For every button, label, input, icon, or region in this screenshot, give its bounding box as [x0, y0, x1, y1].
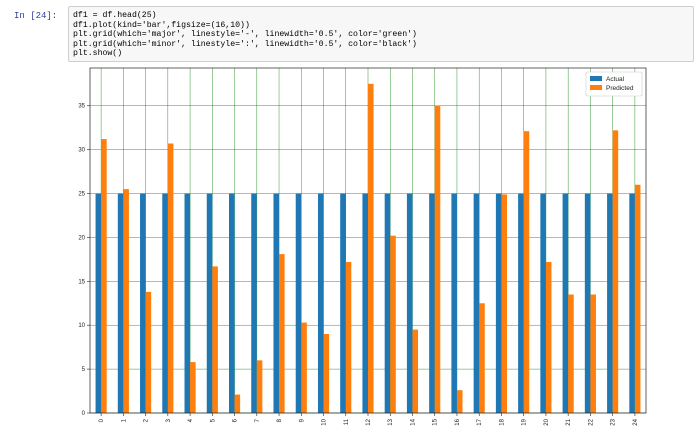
bar-actual-2: [140, 193, 146, 413]
y-tick-label: 20: [78, 235, 85, 241]
bar-predicted-7: [256, 360, 263, 413]
bar-actual-7: [251, 193, 257, 413]
bar-predicted-0: [101, 139, 107, 413]
y-tick-label: 15: [78, 279, 85, 285]
bar-actual-9: [295, 193, 302, 413]
x-tick-label: 5: [210, 418, 216, 422]
y-tick-label: 30: [78, 148, 85, 154]
bar-predicted-23: [612, 130, 619, 413]
bar-predicted-4: [190, 362, 196, 413]
bar-predicted-2: [145, 291, 152, 413]
bar-predicted-1: [123, 189, 129, 413]
bar-actual-11: [340, 193, 346, 413]
bar-actual-8: [273, 193, 280, 413]
y-tick-label: 5: [82, 367, 86, 373]
bar-predicted-16: [456, 390, 463, 413]
bar-actual-0: [95, 193, 102, 413]
x-tick-label: 7: [255, 418, 261, 422]
code-line-1: df1 = df.head(25): [73, 11, 157, 20]
legend-swatch-predicted: [590, 85, 602, 90]
bar-actual-17: [473, 193, 480, 413]
x-tick-label: 1: [121, 418, 127, 422]
x-tick-label: 6: [233, 418, 239, 422]
legend-label-actual: Actual: [606, 76, 625, 83]
bar-actual-19: [518, 193, 524, 413]
input-prompt: In [24]:: [14, 11, 58, 21]
x-tick-label: 12: [366, 418, 372, 425]
bar-actual-18: [495, 193, 502, 413]
bar-actual-6: [229, 193, 235, 413]
x-tick-label: 21: [566, 418, 572, 425]
bar-predicted-20: [545, 262, 552, 413]
x-tick-label: 17: [477, 418, 483, 425]
x-tick-label: 16: [455, 418, 461, 425]
bar-predicted-9: [301, 322, 307, 413]
x-tick-label: 20: [544, 418, 550, 425]
bar-actual-4: [184, 193, 191, 413]
bar-predicted-11: [345, 262, 352, 413]
bar-predicted-15: [434, 105, 441, 413]
x-tick-label: 8: [277, 418, 283, 422]
y-tick-label: 25: [78, 192, 85, 198]
x-tick-label: 10: [322, 418, 328, 425]
x-tick-label: 22: [588, 418, 594, 425]
code-line-2: df1.plot(kind='bar',figsize=(16,10)): [73, 20, 250, 30]
bar-actual-20: [540, 193, 546, 413]
x-tick-label: 3: [166, 418, 172, 422]
y-tick-label: 10: [78, 323, 85, 329]
bar-predicted-14: [412, 329, 419, 413]
bar-actual-1: [117, 193, 124, 413]
code-line-4: plt.grid(which='minor', linestyle=':', l…: [73, 39, 417, 49]
y-tick-label: 35: [78, 104, 85, 110]
bar-predicted-8: [279, 254, 285, 413]
bar-predicted-19: [523, 131, 530, 413]
x-tick-label: 0: [99, 418, 105, 422]
legend-swatch-actual: [590, 76, 602, 81]
bar-predicted-21: [568, 294, 574, 413]
x-tick-label: 24: [633, 418, 639, 425]
bar-predicted-18: [501, 194, 507, 413]
bar-predicted-6: [234, 394, 241, 413]
x-tick-label: 15: [433, 418, 439, 425]
bar-predicted-22: [590, 294, 596, 413]
x-tick-label: 13: [388, 418, 394, 425]
x-tick-label: 19: [522, 418, 528, 425]
bar-actual-24: [629, 193, 635, 413]
code-line-5: plt.show(): [73, 49, 123, 59]
bar-predicted-17: [479, 303, 485, 413]
bar-actual-10: [317, 193, 324, 413]
x-tick-label: 18: [499, 418, 505, 425]
x-tick-label: 4: [188, 418, 194, 422]
x-tick-label: 14: [410, 418, 416, 425]
bar-actual-16: [451, 193, 457, 413]
bar-actual-23: [607, 193, 613, 413]
bar-actual-3: [162, 193, 168, 413]
x-tick-label: 11: [344, 418, 350, 425]
code-line-3: plt.grid(which='major', linestyle='-', l…: [73, 30, 417, 40]
plot-frame: [89, 67, 647, 414]
bar-predicted-13: [390, 235, 396, 413]
bar-predicted-24: [634, 184, 641, 413]
x-tick-label: 23: [611, 418, 617, 425]
code-block: df1 = df.head(25) df1.plot(kind='bar',fi…: [73, 11, 417, 59]
bar-actual-15: [429, 193, 435, 413]
bar-predicted-12: [368, 83, 374, 414]
x-tick-label: 9: [299, 418, 305, 422]
bar-actual-5: [206, 193, 213, 413]
bar-actual-21: [562, 193, 569, 413]
code-input-area[interactable]: df1 = df.head(25) df1.plot(kind='bar',fi…: [68, 6, 694, 62]
legend-label-predicted: Predicted: [606, 85, 634, 92]
y-tick-label: 0: [82, 411, 86, 417]
bar-actual-22: [584, 193, 591, 413]
x-tick-label: 2: [144, 418, 150, 422]
bar-actual-12: [362, 193, 368, 413]
bar-predicted-10: [323, 333, 330, 413]
bar-actual-13: [384, 193, 391, 413]
bar-actual-14: [406, 193, 413, 413]
bar-predicted-3: [167, 143, 174, 413]
bar-predicted-5: [212, 266, 218, 413]
